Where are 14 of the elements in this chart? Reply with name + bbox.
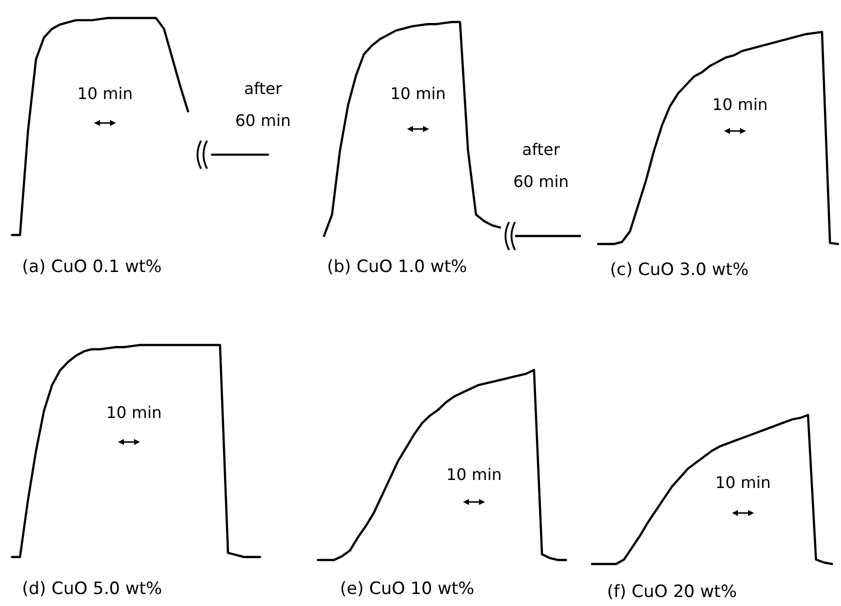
x-axis-title: (b) CuO 1.0 wt%: [327, 257, 468, 277]
annotation: 10 min: [715, 473, 771, 492]
annotation: 10 min: [390, 84, 446, 103]
annotation: 10 min: [106, 403, 162, 422]
x-axis-title: (d) CuO 5.0 wt%: [22, 579, 162, 599]
x-axis-title: (e) CuO 10 wt%: [340, 579, 474, 599]
x-axis-title: (a) CuO 0.1 wt%: [22, 257, 162, 277]
annotation: 10 min: [77, 84, 133, 103]
annotation: after 60 min: [235, 79, 291, 130]
annotation: 10 min: [446, 465, 502, 484]
x-axis-title: (c) CuO 3.0 wt%: [610, 260, 749, 280]
annotation: after 60 min: [513, 140, 569, 191]
x-axis-title: (f) CuO 20 wt%: [607, 582, 737, 602]
annotation: 10 min: [712, 95, 768, 114]
